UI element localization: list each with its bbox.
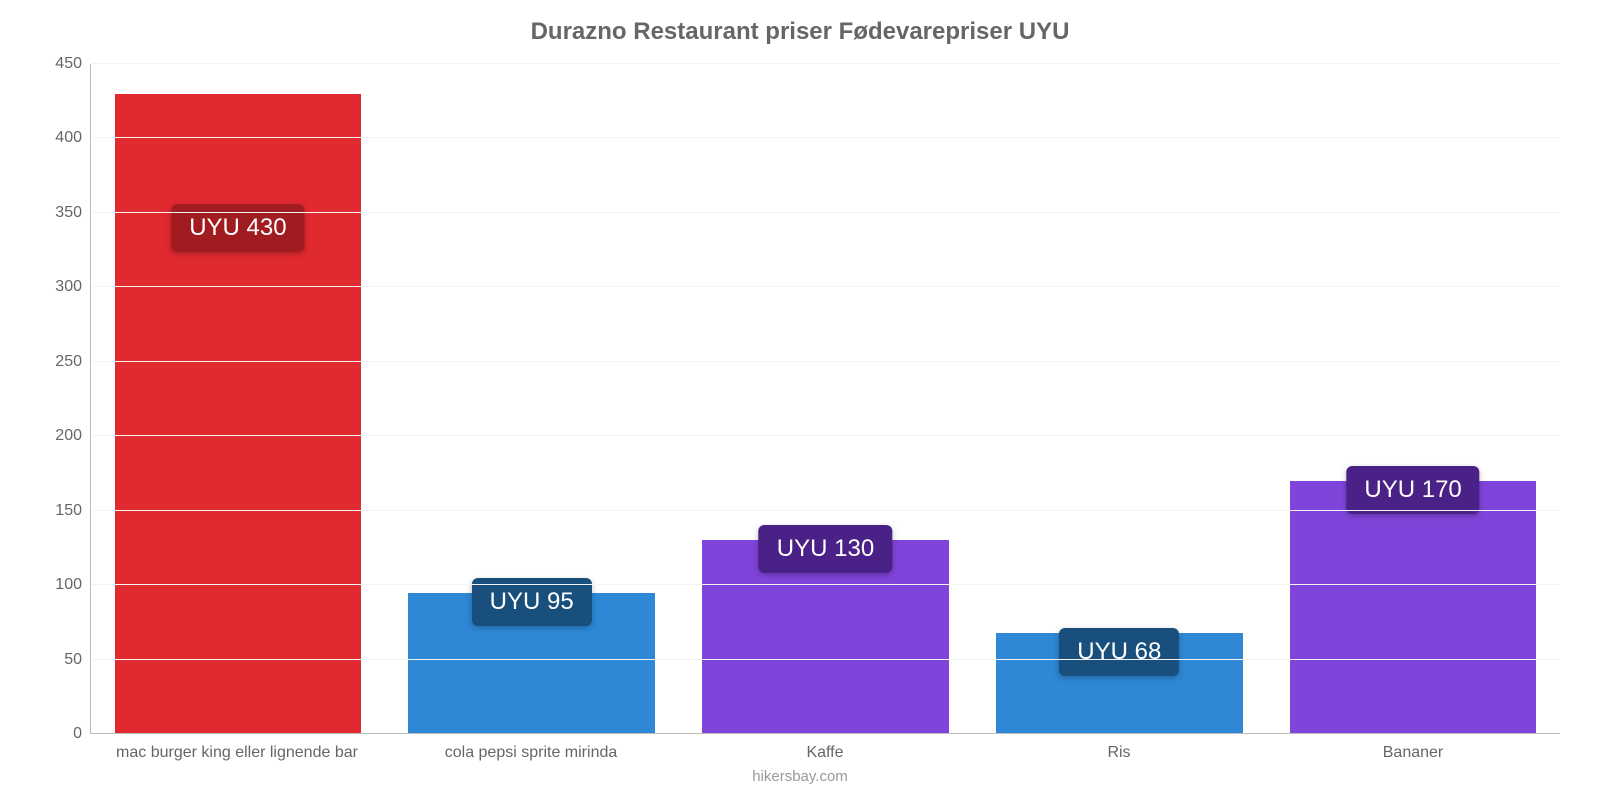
value-badge: UYU 170 [1346,466,1479,514]
chart-source: hikersbay.com [40,768,1560,785]
x-axis-label: mac burger king eller lignende bar [90,734,384,762]
x-axis-label: cola pepsi sprite mirinda [384,734,678,762]
y-tick-label: 350 [55,204,82,222]
gridline [91,137,1560,138]
bar: UYU 95 [408,593,655,734]
value-badge: UYU 130 [759,525,892,573]
y-tick-label: 150 [55,502,82,520]
bar-slot: UYU 68 [972,64,1266,734]
bar-slot: UYU 130 [679,64,973,734]
x-baseline [91,733,1560,734]
x-axis-label: Kaffe [678,734,972,762]
y-tick-label: 50 [64,651,82,669]
chart-title: Durazno Restaurant priser Fødevarepriser… [40,18,1560,46]
y-tick-label: 100 [55,576,82,594]
x-axis-label: Ris [972,734,1266,762]
plot-row: 050100150200250300350400450 UYU 430UYU 9… [40,64,1560,734]
price-bar-chart: Durazno Restaurant priser Fødevarepriser… [0,0,1600,800]
bars-container: UYU 430 UYU 95 UYU 130 UYU 68 UYU 170 [91,64,1560,734]
bar: UYU 430 [115,94,362,734]
y-tick-label: 200 [55,427,82,445]
bar: UYU 68 [996,633,1243,734]
x-axis: mac burger king eller lignende barcola p… [90,734,1560,762]
gridline [91,63,1560,64]
plot-area: UYU 430 UYU 95 UYU 130 UYU 68 UYU 170 [90,64,1560,734]
y-tick-label: 250 [55,353,82,371]
y-tick-label: 300 [55,278,82,296]
bar: UYU 130 [702,540,949,734]
y-tick-label: 0 [73,725,82,743]
y-tick-label: 450 [55,55,82,73]
bar-slot: UYU 95 [385,64,679,734]
gridline [91,659,1560,660]
bar-slot: UYU 430 [91,64,385,734]
gridline [91,510,1560,511]
x-axis-label: Bananer [1266,734,1560,762]
gridline [91,286,1560,287]
y-tick-label: 400 [55,129,82,147]
gridline [91,361,1560,362]
gridline [91,212,1560,213]
bar-slot: UYU 170 [1266,64,1560,734]
gridline [91,435,1560,436]
bar: UYU 170 [1290,481,1537,734]
value-badge: UYU 68 [1059,628,1179,676]
gridline [91,584,1560,585]
y-axis: 050100150200250300350400450 [40,64,90,734]
